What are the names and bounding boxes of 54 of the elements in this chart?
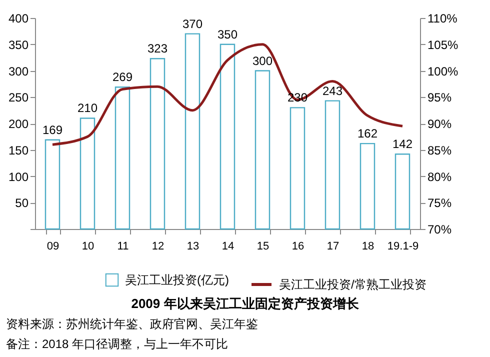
bar [220,44,236,230]
bar [324,100,340,230]
y-tick-label: 200 [8,117,29,131]
x-tick-label: 19.1-9 [387,240,419,252]
bar [360,142,376,230]
y-tick-label: 150 [8,143,29,158]
bar [80,118,96,230]
y-tick-label: 350 [8,38,29,52]
y2-tick-label: 95% [428,90,452,105]
y-tick-label: 300 [8,64,29,78]
text: 资料来源：苏州统计年鉴、政府官网、吴江年鉴 [6,316,259,333]
x-tick-label: 18 [362,240,374,252]
bar [150,58,166,230]
y-tick-label: 400 [8,12,29,26]
x-tick-label: 14 [222,240,234,252]
data-label: 370 [182,16,203,31]
y2-tick-label: 75% [428,196,452,210]
x-tick-label: 15 [256,240,270,252]
data-label: 142 [392,137,413,152]
bar [290,107,306,230]
x-tick-label: 17 [326,240,340,252]
bar [394,153,410,230]
bar [114,86,130,230]
y-tick-label: 100 [8,170,29,184]
y2-tick-label: 85% [428,143,452,158]
y2-tick-label: 105% [428,38,459,52]
legend-label: 吴江工业投资(亿元) [125,273,229,287]
data-label: 210 [77,101,98,116]
y-tick-label: 50 [15,196,29,210]
y2-tick-label: 110% [428,12,458,26]
data-label: 350 [217,27,238,42]
y2-tick-label: 90% [428,117,452,131]
bar [254,70,270,230]
text: 2009 年以来吴江工业固定资产投资增长 [130,295,360,313]
bar [44,139,60,230]
y-tick-label: 250 [8,90,29,105]
data-label: 243 [322,84,343,98]
x-tick-label: 10 [82,240,94,252]
x-tick-label: 13 [186,240,200,252]
x-tick-label: 11 [117,240,129,252]
data-label: 169 [42,122,63,137]
data-label: 269 [112,70,133,84]
y2-tick-label: 100% [428,64,459,78]
y2-tick-label: 70% [428,222,452,236]
data-label: 162 [357,126,378,141]
bar [184,33,200,230]
legend-label: 吴江工业投资/常熟工业投资 [279,278,426,292]
x-tick-label: 09 [46,240,60,252]
x-tick-label: 12 [152,240,164,252]
x-tick-label: 16 [292,240,304,252]
data-label: 323 [147,42,168,56]
y2-tick-label: 80% [428,170,452,184]
data-label: 300 [252,54,273,68]
text: 备注：2018 年口径调整，与上一年不可比 [6,336,230,353]
